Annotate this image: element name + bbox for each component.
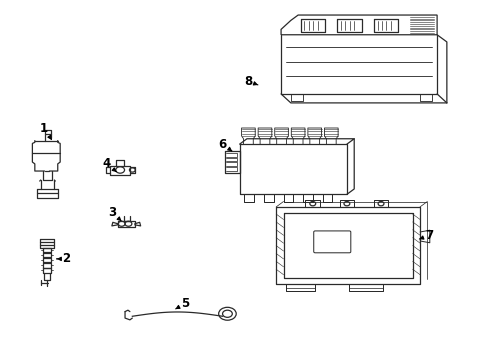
Text: 2: 2 bbox=[57, 252, 70, 265]
Text: 1: 1 bbox=[40, 122, 51, 140]
Text: 5: 5 bbox=[175, 297, 189, 310]
Text: 7: 7 bbox=[419, 229, 432, 242]
Text: 8: 8 bbox=[244, 75, 257, 88]
Text: 6: 6 bbox=[218, 138, 231, 151]
Text: 4: 4 bbox=[102, 157, 116, 172]
Text: 3: 3 bbox=[107, 206, 121, 221]
